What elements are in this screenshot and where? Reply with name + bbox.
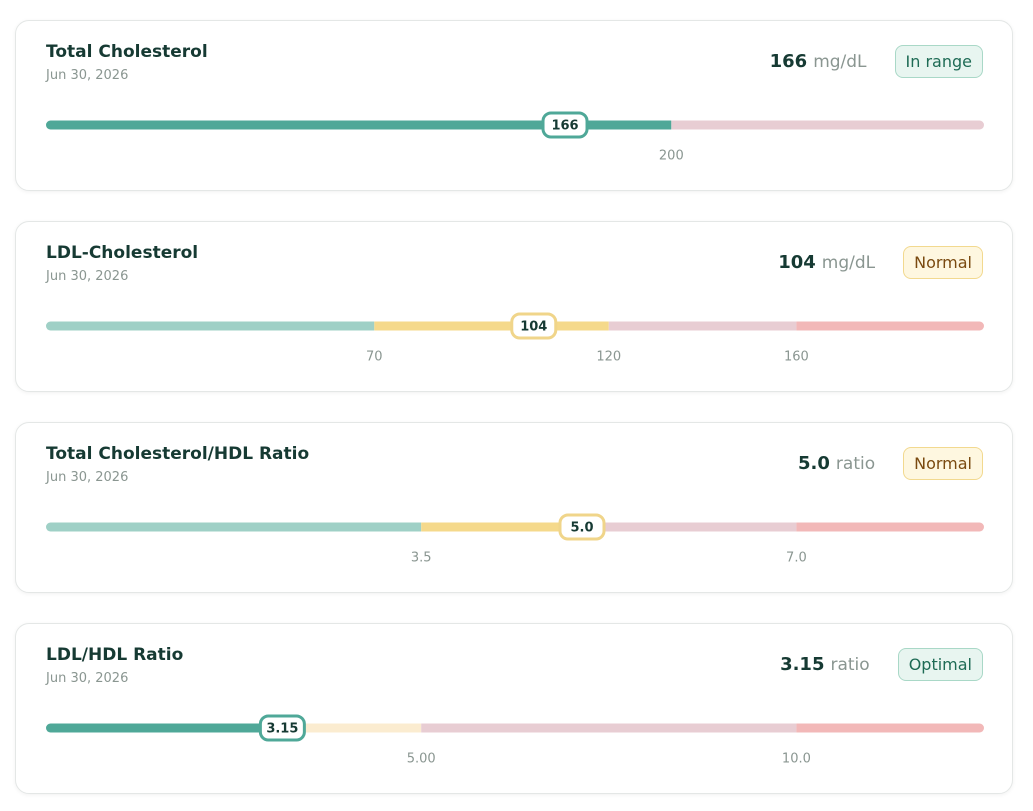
threshold-label: 10.0 [782, 752, 811, 767]
unit: mg/dL [821, 253, 876, 273]
result-summary: 3.15 ratio Optimal [780, 648, 983, 681]
value-marker [258, 714, 306, 742]
range-bar: 3.5 7.0 5.0 [46, 513, 984, 566]
bands [46, 723, 984, 733]
range-band [46, 723, 283, 733]
bands [46, 120, 984, 130]
status-badge: Optimal [897, 648, 983, 681]
test-name: LDL/HDL Ratio [46, 645, 184, 665]
test-name: LDL-Cholesterol [46, 243, 199, 263]
range-band [796, 321, 984, 331]
value-marker [541, 111, 589, 139]
threshold-label: 70 [366, 350, 383, 365]
range-band [282, 723, 422, 733]
test-date: Jun 30, 2026 [46, 470, 129, 485]
result-summary: 5.0 ratio Normal [798, 447, 983, 480]
marker-label: 3.15 [266, 722, 298, 737]
range-band [796, 723, 984, 733]
range-bar: 70 120 160 104 [46, 312, 984, 365]
marker-label: 104 [520, 320, 547, 335]
value-marker [558, 513, 606, 541]
result-card: Total Cholesterol/HDL Ratio Jun 30, 2026 5… [15, 422, 1013, 593]
result-value: 5.0 ratio [798, 453, 875, 474]
bands [46, 321, 984, 331]
threshold-label: 3.5 [411, 551, 432, 566]
value: 5.0 [798, 453, 830, 474]
threshold-label: 5.00 [407, 752, 436, 767]
range-band [46, 120, 672, 130]
bands [46, 522, 984, 532]
range-band [46, 522, 422, 532]
range-band [421, 522, 582, 532]
test-date: Jun 30, 2026 [46, 68, 129, 83]
value: 3.15 [780, 654, 825, 675]
threshold-label: 160 [784, 350, 809, 365]
result-card: LDL/HDL Ratio Jun 30, 2026 3.15 ratio Optima… [15, 623, 1013, 794]
range-band [46, 321, 375, 331]
result-value: 3.15 ratio [780, 654, 870, 675]
range-band [582, 522, 797, 532]
test-name: Total Cholesterol/HDL Ratio [46, 444, 310, 464]
marker-label: 166 [551, 119, 578, 134]
result-card: Total Cholesterol Jun 30, 2026 166 mg/dL In … [15, 20, 1013, 191]
marker-label: 5.0 [570, 521, 593, 536]
result-summary: 166 mg/dL In range [770, 45, 983, 78]
value: 104 [778, 252, 816, 273]
status-badge: Normal [903, 246, 983, 279]
threshold-label: 200 [659, 149, 684, 164]
test-date: Jun 30, 2026 [46, 671, 129, 686]
status-badge: In range [894, 45, 983, 78]
range-band [796, 522, 984, 532]
range-band [421, 723, 797, 733]
threshold-label: 7.0 [786, 551, 807, 566]
status-badge: Normal [903, 447, 983, 480]
range-bar: 5.00 10.0 3.15 [46, 714, 984, 767]
result-value: 104 mg/dL [778, 252, 875, 273]
unit: mg/dL [813, 52, 867, 72]
threshold-label: 120 [596, 350, 621, 365]
unit: ratio [835, 454, 876, 474]
result-card: LDL-Cholesterol Jun 30, 2026 104 mg/dL Norma… [15, 221, 1013, 392]
test-name: Total Cholesterol [46, 42, 208, 62]
result-summary: 104 mg/dL Normal [778, 246, 983, 279]
test-date: Jun 30, 2026 [46, 269, 129, 284]
unit: ratio [830, 655, 870, 675]
value-marker [510, 312, 558, 340]
range-band [374, 321, 609, 331]
range-band [671, 120, 984, 130]
value: 166 [769, 51, 808, 72]
range-bar: 200 166 [46, 111, 984, 164]
range-band [608, 321, 797, 331]
result-value: 166 mg/dL [770, 51, 867, 72]
